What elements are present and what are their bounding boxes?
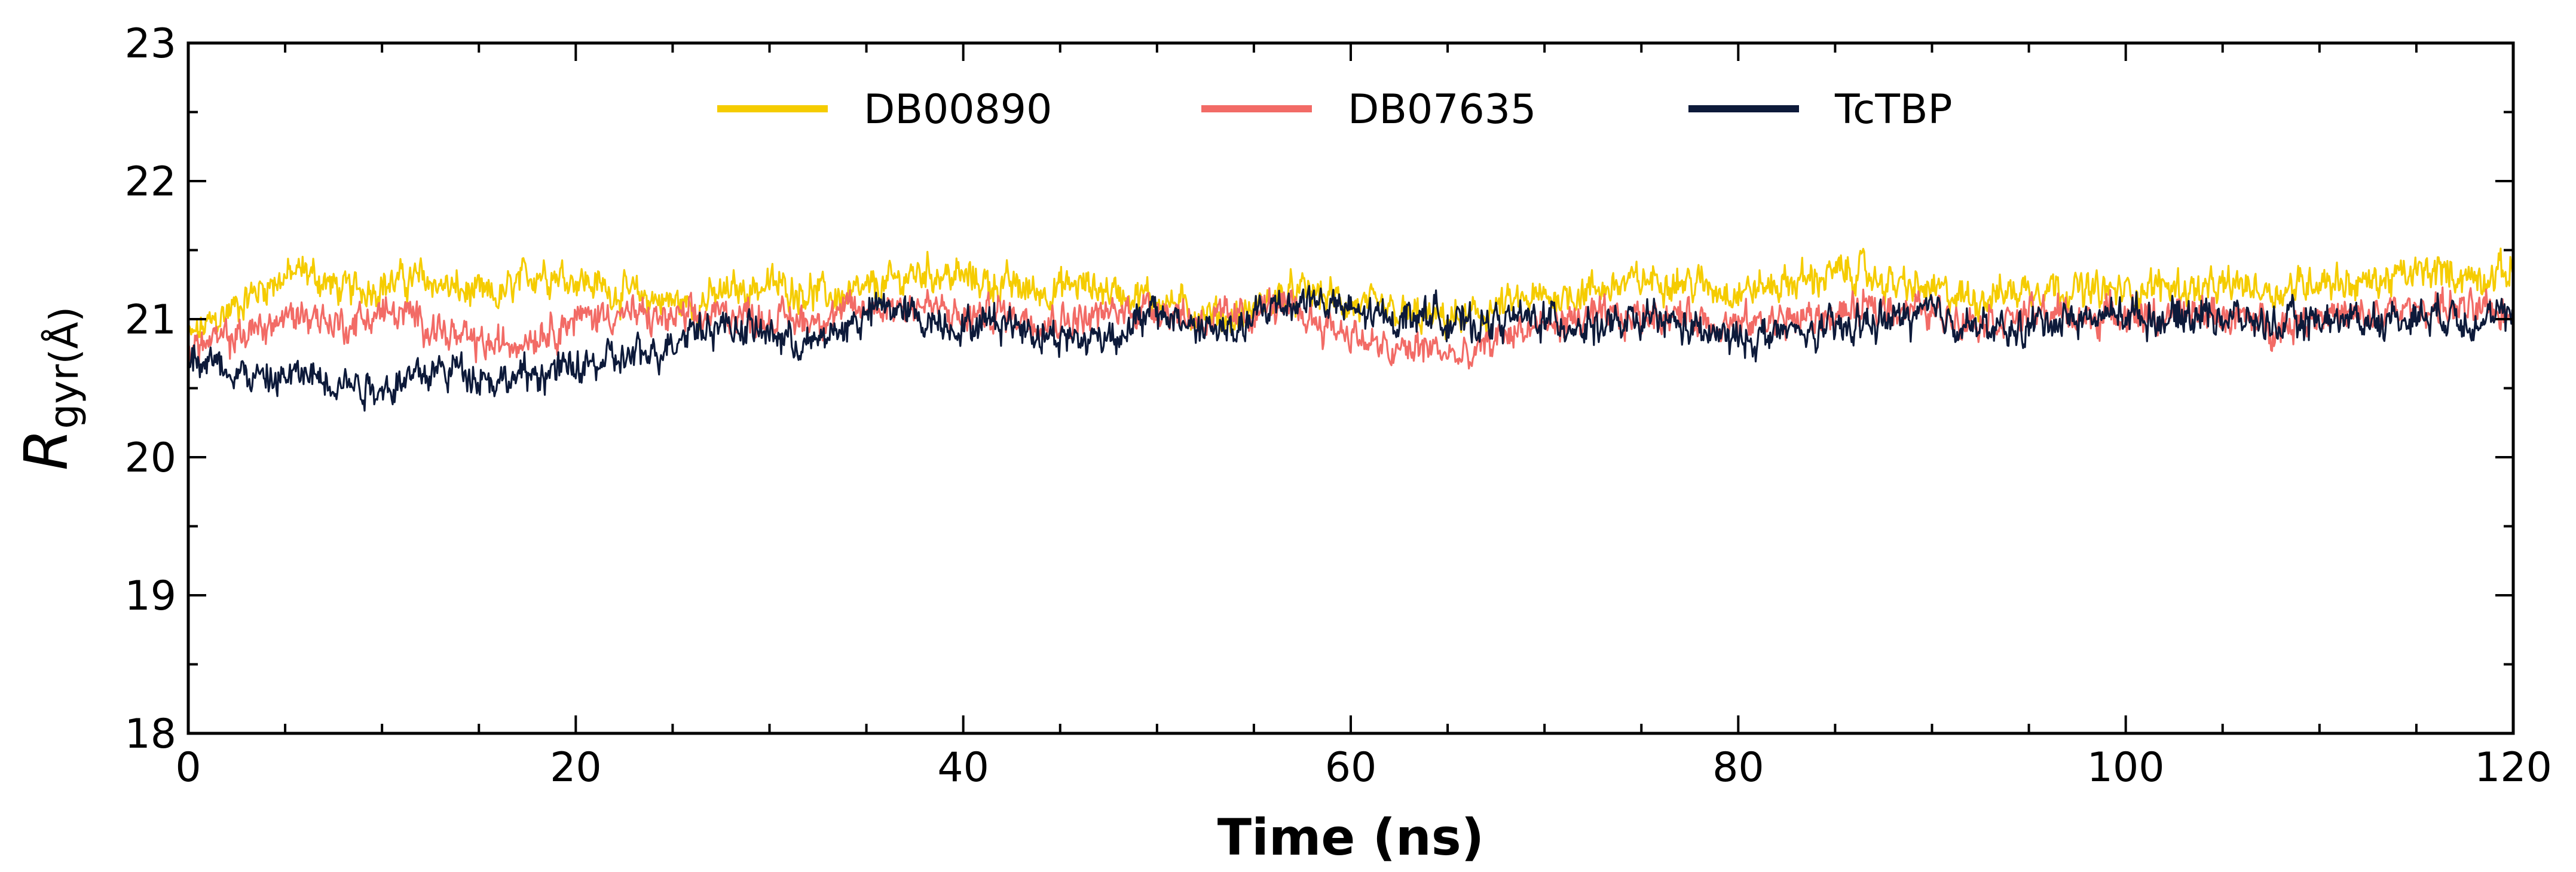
x-axis-title: Time (ns): [1217, 808, 1484, 867]
x-tick-label: 40: [937, 744, 989, 791]
y-tick-label: 23: [124, 20, 176, 68]
y-tick-label: 20: [124, 435, 176, 482]
x-tick-label: 20: [550, 744, 602, 791]
legend-label-tctbp: TcTBP: [1834, 86, 1953, 133]
series-line-tctbp: [187, 284, 2514, 412]
legend-label-db07635: DB07635: [1348, 86, 1536, 133]
tick-labels-layer: 0 20 40 60 80 100 120 18 19 20 21 22 23: [124, 20, 2551, 791]
ticks-layer: [187, 42, 2514, 735]
y-tick-label: 19: [124, 573, 176, 620]
y-axis-title-main: R: [11, 429, 81, 470]
y-tick-label: 21: [124, 296, 176, 344]
x-tick-label: 120: [2474, 744, 2552, 791]
legend: DB00890 DB07635 TcTBP: [717, 86, 1953, 133]
x-tick-label: 0: [175, 744, 201, 791]
y-axis-title: Rgyr(Å): [11, 307, 87, 470]
series-layer: [187, 247, 2514, 412]
legend-label-db00890: DB00890: [864, 86, 1052, 133]
x-tick-label: 60: [1325, 744, 1377, 791]
x-tick-label: 100: [2087, 744, 2165, 791]
y-tick-label: 18: [124, 711, 176, 758]
x-tick-label: 80: [1712, 744, 1764, 791]
y-tick-label: 22: [124, 158, 176, 206]
y-axis-title-sub: gyr(Å): [41, 307, 87, 429]
